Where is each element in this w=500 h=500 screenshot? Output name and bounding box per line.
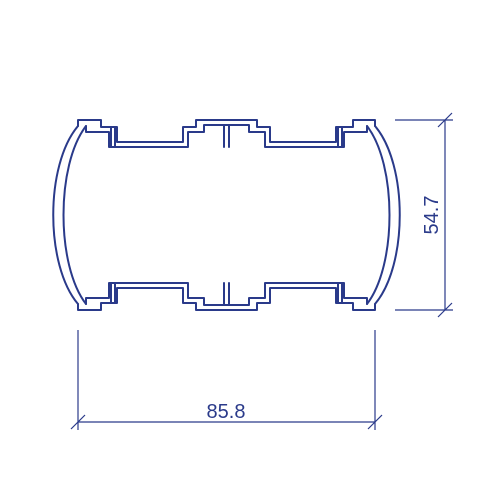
dim-height-label: 54.7 (421, 196, 443, 235)
dim-width-label: 85.8 (207, 401, 246, 423)
profile-drawing: 85.8 54.7 (0, 0, 500, 500)
